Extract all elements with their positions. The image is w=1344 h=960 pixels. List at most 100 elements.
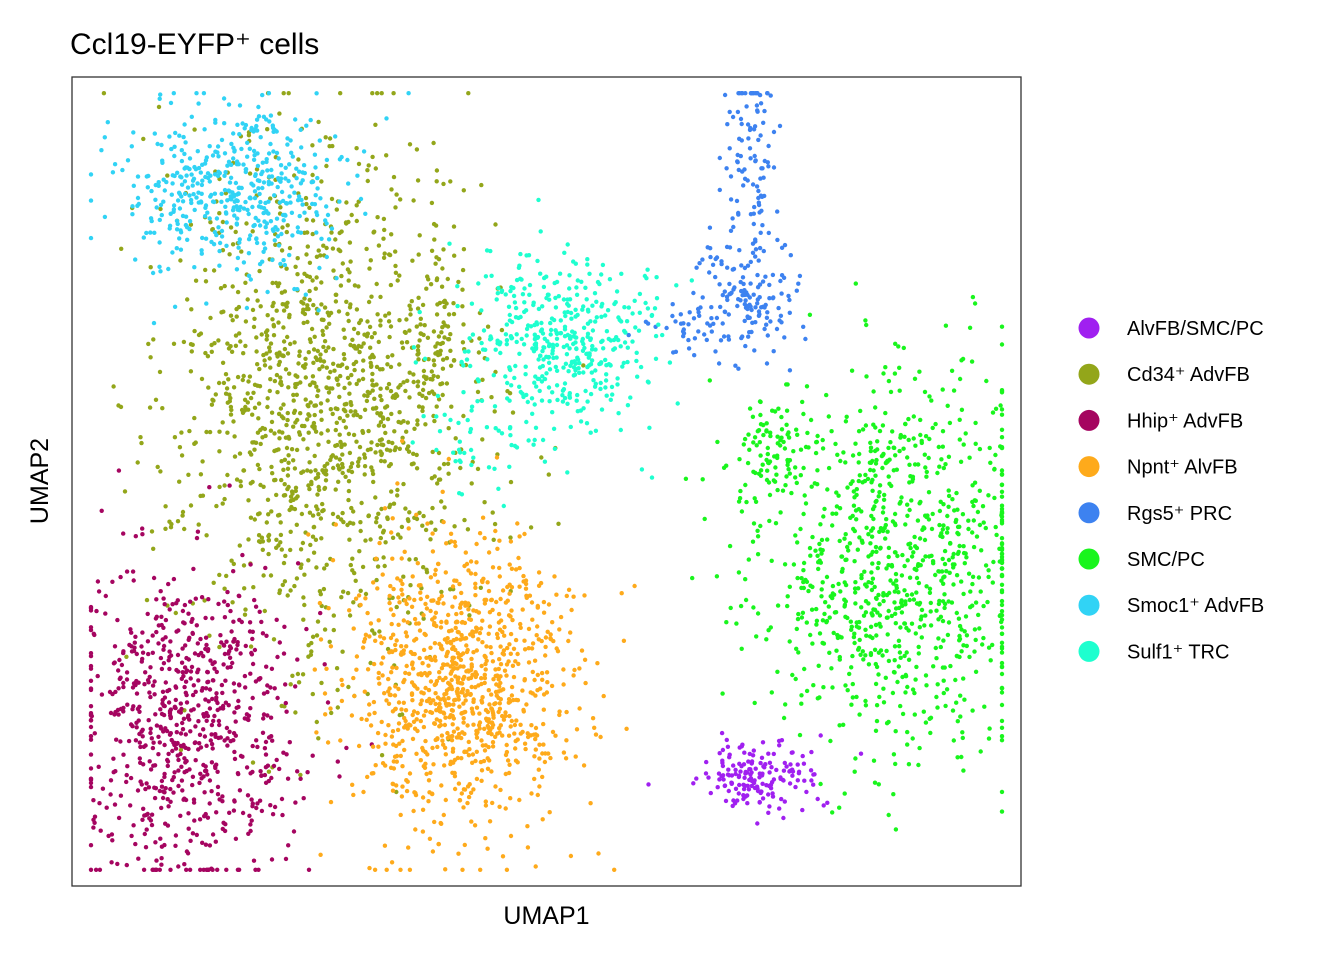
point: [88, 712, 94, 717]
point: [525, 734, 531, 740]
point: [860, 649, 865, 654]
point: [408, 307, 413, 312]
point: [176, 864, 181, 869]
point: [760, 740, 766, 745]
point: [964, 643, 969, 649]
point: [322, 339, 328, 344]
point: [232, 636, 237, 642]
point: [170, 748, 175, 754]
point: [801, 560, 807, 566]
point: [810, 641, 815, 646]
point: [113, 689, 118, 695]
point: [982, 704, 987, 709]
point: [431, 140, 436, 146]
point: [393, 684, 398, 689]
point: [184, 692, 189, 698]
point: [407, 596, 412, 601]
point: [415, 306, 421, 311]
point: [753, 247, 759, 252]
point: [804, 789, 809, 795]
point: [495, 635, 500, 641]
point: [508, 833, 514, 839]
point: [781, 439, 786, 445]
point: [203, 267, 208, 273]
point: [929, 398, 934, 403]
point: [230, 208, 236, 213]
point: [264, 337, 269, 342]
point: [222, 599, 227, 604]
point: [236, 185, 241, 191]
point: [941, 523, 946, 528]
point: [974, 534, 980, 539]
point: [255, 744, 260, 750]
point: [368, 660, 373, 666]
point: [422, 323, 427, 328]
point: [423, 685, 428, 691]
point: [550, 729, 556, 735]
point: [265, 127, 270, 132]
point: [541, 742, 546, 747]
point: [181, 134, 186, 140]
point: [357, 320, 362, 326]
point: [246, 407, 251, 412]
point: [247, 171, 253, 176]
point: [124, 670, 130, 675]
point: [424, 771, 429, 777]
point: [933, 572, 938, 578]
point: [804, 688, 810, 694]
point: [273, 280, 279, 286]
point: [939, 578, 944, 583]
point: [316, 308, 321, 313]
point: [149, 812, 155, 817]
point: [286, 843, 291, 848]
point: [929, 553, 934, 558]
point: [407, 867, 413, 872]
point: [341, 352, 347, 357]
point: [344, 401, 349, 407]
point: [745, 801, 750, 806]
point: [279, 796, 285, 802]
point: [245, 207, 250, 213]
point: [748, 125, 753, 131]
point: [889, 564, 895, 569]
point: [456, 781, 462, 786]
point: [285, 410, 290, 416]
point: [244, 305, 250, 311]
point: [748, 304, 753, 309]
point: [466, 794, 472, 800]
point: [418, 590, 423, 595]
point: [550, 620, 555, 625]
point: [700, 257, 705, 262]
point: [148, 355, 153, 360]
point: [449, 686, 455, 692]
point: [395, 576, 400, 581]
point: [853, 281, 858, 286]
point: [225, 736, 230, 741]
point: [421, 381, 427, 386]
point: [204, 743, 209, 748]
point: [179, 660, 185, 665]
point: [808, 553, 813, 558]
point: [954, 610, 959, 616]
point: [457, 798, 463, 803]
point: [206, 647, 211, 652]
point: [387, 334, 392, 340]
point: [490, 744, 496, 749]
point: [946, 620, 952, 625]
point: [310, 374, 316, 379]
point: [728, 228, 734, 233]
point: [766, 230, 771, 236]
point: [356, 593, 362, 598]
point: [520, 729, 525, 735]
point: [916, 462, 921, 467]
point: [443, 570, 448, 575]
point: [863, 703, 869, 708]
point: [858, 652, 863, 657]
point: [764, 457, 769, 463]
point: [399, 712, 405, 717]
point: [305, 319, 310, 325]
point: [796, 771, 802, 776]
point: [370, 352, 375, 358]
point: [801, 324, 806, 329]
point: [159, 805, 164, 811]
